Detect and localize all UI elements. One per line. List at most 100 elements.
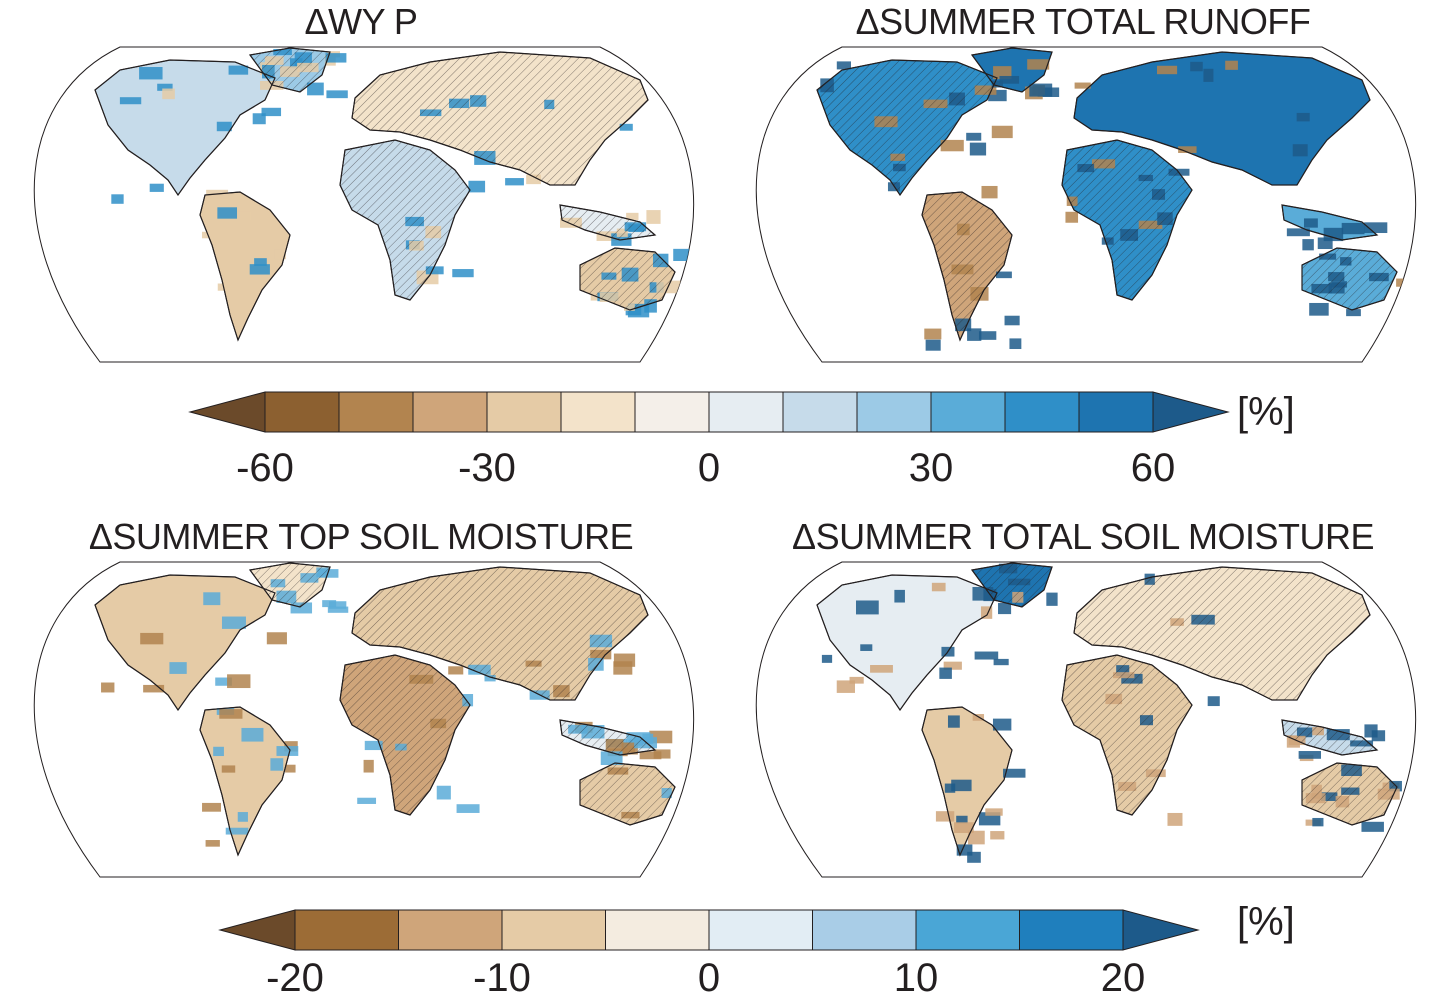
colorbar-strip [188,391,1230,433]
grid-cell [1371,730,1386,742]
grid-cell [821,654,833,663]
grid-cell [276,746,299,756]
grid-cell [1029,83,1053,97]
map-panel-summer-top-soil-moisture: ΔSUMMER TOP SOIL MOISTURE [0,515,722,895]
grid-cell [990,831,1005,840]
grid-cell [357,797,377,804]
grid-cell [448,666,464,675]
grid-cell [241,727,264,742]
grid-cell [999,75,1020,84]
panel-title: ΔSUMMER TOP SOIL MOISTURE [88,516,634,557]
grid-cell [991,125,1013,139]
colorbar-percent-60: -60 -30 0 30 60 [%] [0,380,1445,490]
grid-cell [860,644,873,651]
coastline [1073,51,1371,186]
colorbar-segment [915,909,1020,951]
colorbar-tick-label: 60 [1130,446,1176,490]
colorbar-percent-20: -20 -10 0 10 20 [%] [0,900,1445,1000]
coastline [816,574,998,712]
grid-cell [967,830,985,845]
hatch-overlay [922,192,1012,340]
coastline [559,204,657,241]
coastline [816,59,998,197]
grid-cell [217,207,238,219]
grid-cell [462,694,474,707]
colorbar-segment [782,391,858,433]
grid-cell [980,606,993,619]
hatch-overlay [352,52,648,185]
grid-cell [249,264,270,275]
coastline [351,566,649,701]
grid-cell [849,676,864,684]
grid-cell [625,306,642,316]
colorbar-segment [605,909,710,951]
grid-cell [925,339,941,351]
grid-cell [944,783,956,793]
colorbar-tick-label: -60 [236,446,294,490]
colorbar-segment [398,909,503,951]
grid-cell [205,840,220,847]
grid-cell [935,811,955,822]
coastline [579,762,676,826]
grid-cell [1190,61,1203,72]
grid-cell [1046,592,1058,606]
colorbar-segment [708,391,784,433]
grid-cell [169,662,187,674]
hatch-overlay [580,248,675,310]
colorbar-segment [930,391,1006,433]
colorbar-segment [560,391,636,433]
grid-cell [1292,144,1308,157]
grid-cell [149,183,164,192]
grid-cell [237,211,251,221]
grid-cell [981,185,998,199]
colorbar-segment [634,391,710,433]
grid-cell [162,88,175,100]
colorbar-segment [338,391,414,433]
grid-cell [988,89,1007,102]
hatch-overlay [560,720,655,755]
hatch-overlay [1282,720,1377,755]
grid-cell [1346,309,1361,317]
coastline [1301,247,1398,311]
world-map [33,46,695,363]
coastline [1061,139,1193,301]
coastline [970,47,1053,93]
grid-cell [252,113,266,125]
grid-cell [613,661,633,675]
grid-cell [425,266,444,275]
colorbar-segment [294,909,399,951]
grid-cell [526,174,541,185]
grid-cell [590,294,602,301]
grid-cell [119,97,142,105]
hatch-overlay [250,48,330,92]
grid-cell [1341,222,1365,235]
colorbar-tick-label: 0 [697,446,721,490]
grid-cell [1207,696,1220,707]
grid-cell [967,851,981,863]
grid-cell [974,651,999,660]
world-map [755,561,1417,878]
grid-cell [203,592,221,606]
grid-cell [966,132,982,141]
grid-cell [1225,60,1238,70]
colorbar-tick-label: 20 [1100,956,1146,1000]
grid-cell [947,715,960,728]
colorbar-unit-label: [%] [1237,900,1295,944]
grid-cell [993,658,1009,666]
coastline [199,706,291,857]
colorbar-tick-label: 10 [893,956,939,1000]
grid-cell [1364,724,1378,738]
grid-cell [328,601,347,609]
colorbar-segment [708,909,813,951]
grid-cell [1009,338,1022,350]
grid-cell [1178,146,1197,153]
grid-cell [325,53,347,63]
grid-cell [646,210,661,224]
grid-cell [1074,82,1091,89]
hatch-overlay [817,60,997,195]
coastline [921,191,1013,342]
grid-cell [996,271,1012,279]
grid-cell [202,802,222,812]
colorbar-segment [264,391,340,433]
grid-cell [219,709,243,719]
